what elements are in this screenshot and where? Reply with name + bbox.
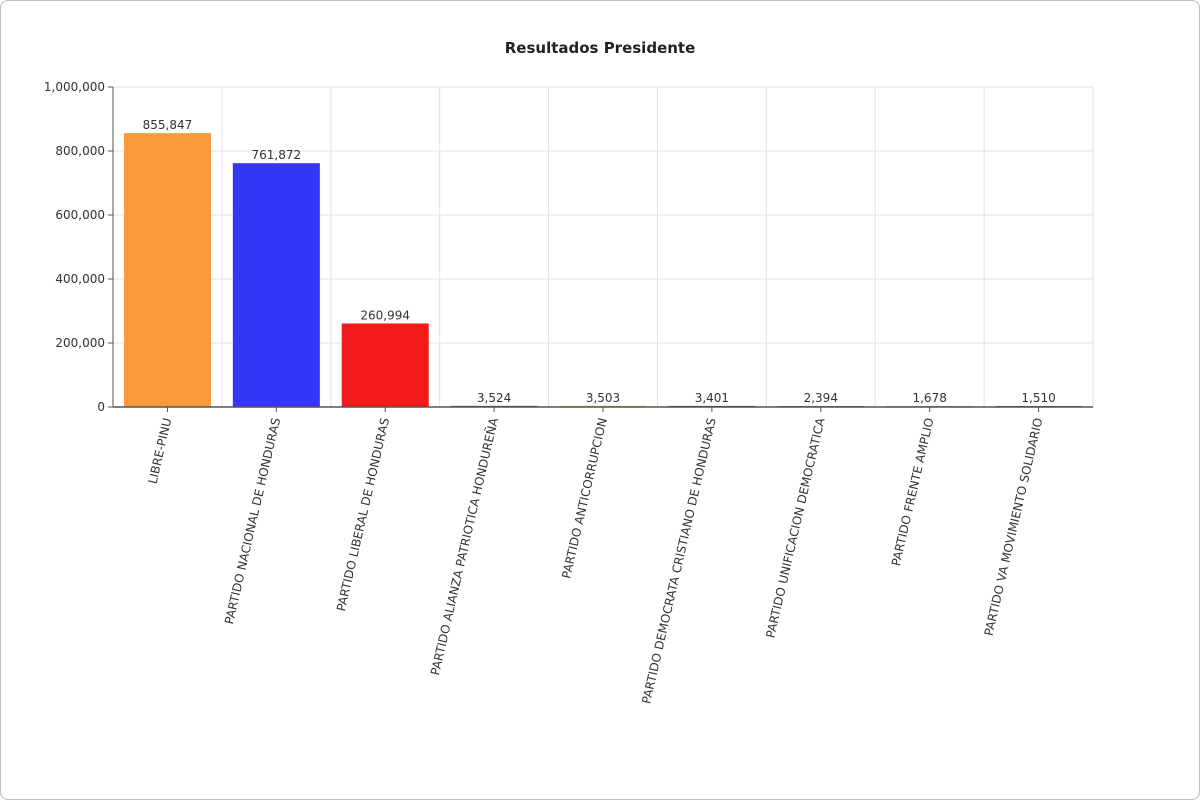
- x-category-label: PARTIDO NACIONAL DE HONDURAS: [222, 417, 283, 626]
- x-category-label: LIBRE-PINU: [146, 417, 175, 486]
- bar-value-label: 2,394: [804, 391, 838, 405]
- y-tick-label: 1,000,000: [44, 80, 105, 94]
- x-category-label: PARTIDO FRENTE AMPLIO: [889, 417, 937, 568]
- bar-value-label: 1,678: [912, 391, 946, 405]
- x-category-label: PARTIDO ALIANZA PATRIOTICA HONDUREÑA: [427, 416, 501, 677]
- bar: [123, 133, 211, 407]
- bar-value-label: 3,401: [695, 391, 729, 405]
- y-tick-label: 200,000: [55, 336, 105, 350]
- axes: [108, 86, 1093, 412]
- bar: [232, 163, 320, 407]
- bar-value-label: 3,503: [586, 391, 620, 405]
- y-tick-label: 800,000: [55, 144, 105, 158]
- bar-value-label: 260,994: [360, 308, 410, 322]
- x-category-label: PARTIDO VA MOVIMIENTO SOLIDARIO: [982, 417, 1046, 638]
- x-category-label: PARTIDO ANTICORRUPCION: [559, 417, 610, 580]
- bars: [123, 133, 1083, 407]
- y-tick-label: 400,000: [55, 272, 105, 286]
- y-tick-label: 600,000: [55, 208, 105, 222]
- x-category-label: PARTIDO LIBERAL DE HONDURAS: [334, 417, 392, 613]
- bar-value-label: 761,872: [252, 148, 302, 162]
- x-category-label: PARTIDO DEMOCRATA CRISTIANO DE HONDURAS: [639, 417, 719, 706]
- bar-value-label: 3,524: [477, 391, 511, 405]
- bar: [341, 323, 429, 407]
- chart-title: Resultados Presidente: [504, 39, 696, 57]
- x-category-label: PARTIDO UNIFICACION DEMOCRATICA: [763, 416, 828, 640]
- bar-value-label: 855,847: [143, 118, 193, 132]
- bar-value-label: 1,510: [1021, 391, 1055, 405]
- y-tick-label: 0: [97, 400, 105, 414]
